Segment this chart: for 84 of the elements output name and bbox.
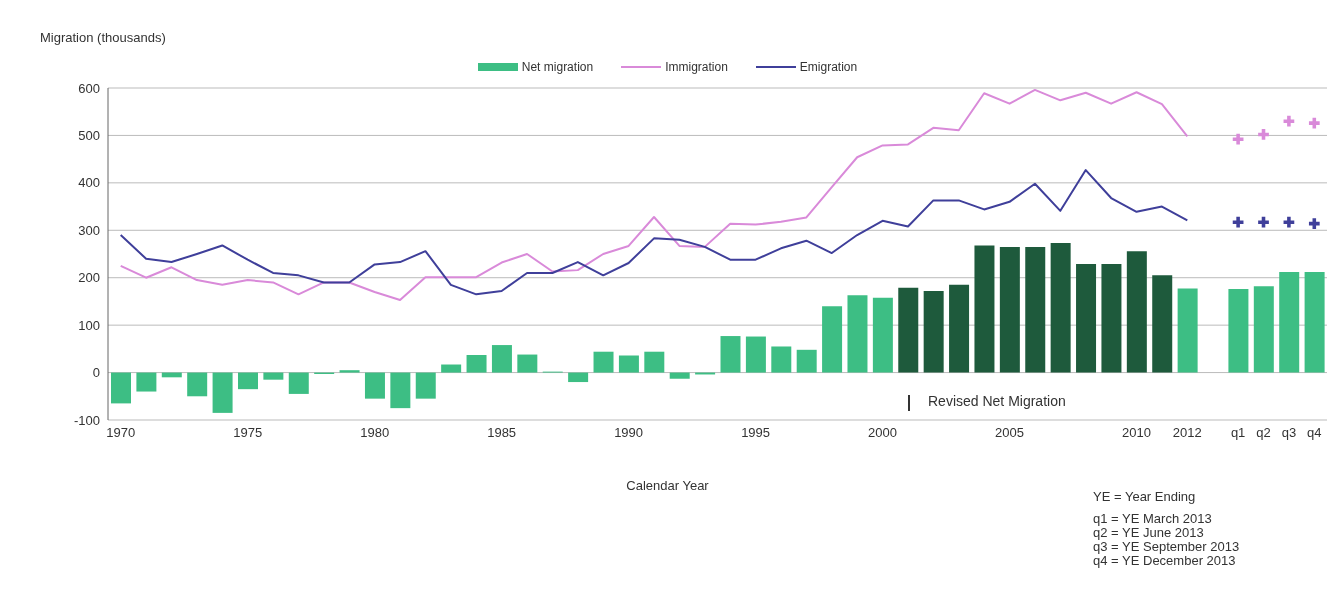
bar	[136, 372, 157, 392]
bar	[187, 372, 208, 397]
x-tick-label: 1975	[233, 425, 263, 441]
line-series	[119, 88, 1189, 302]
bar	[466, 355, 487, 373]
x-tick-label: q3	[1281, 425, 1297, 441]
text: q2 = YE June 2013	[1093, 525, 1205, 540]
x-tick-label: q2	[1256, 425, 1271, 441]
bar	[974, 245, 995, 373]
bar	[669, 372, 690, 379]
bar	[263, 372, 284, 380]
bar	[111, 372, 131, 404]
bar	[1050, 243, 1071, 373]
y-tick-label: 400	[78, 175, 100, 191]
x-tick-label: 1970	[106, 425, 136, 441]
bar	[822, 306, 843, 373]
bar	[1177, 288, 1198, 373]
y-tick-label: -100	[73, 412, 100, 428]
bar	[1279, 272, 1300, 373]
x-axis-title: Calendar Year	[626, 478, 709, 493]
x-tick-label: 2005	[995, 425, 1025, 441]
x-tick-label: q4	[1307, 425, 1322, 441]
bar	[288, 372, 309, 394]
bar	[568, 372, 589, 383]
bar	[923, 290, 944, 373]
text: q4 = YE December 2013	[1093, 553, 1237, 568]
bar	[771, 346, 792, 373]
bar	[720, 336, 741, 373]
point	[1232, 133, 1244, 145]
point	[1283, 115, 1295, 127]
x-tick-label: 1995	[741, 425, 771, 441]
bar	[1025, 246, 1046, 373]
bar	[593, 351, 614, 373]
bar	[1076, 263, 1097, 373]
x-tick-label: q1	[1230, 425, 1246, 441]
line-series	[119, 169, 1189, 296]
y-tick-label: 100	[78, 317, 100, 333]
bar	[1253, 286, 1274, 373]
x-tick-label: 1990	[614, 425, 644, 441]
point	[1232, 216, 1244, 228]
bar	[1304, 272, 1325, 373]
bar	[872, 297, 893, 373]
y-tick-label: 200	[78, 270, 100, 286]
bar	[618, 355, 639, 373]
text: q3 = YE September 2013	[1093, 539, 1240, 554]
bar	[1126, 251, 1147, 373]
text: YE = Year Ending	[1093, 489, 1197, 504]
y-tick-label: 600	[78, 80, 100, 96]
bar	[1152, 275, 1173, 373]
legend-label: Net migration	[521, 60, 594, 74]
bar	[644, 351, 665, 373]
legend-label: Immigration	[665, 60, 728, 74]
bar	[847, 295, 868, 373]
point	[1283, 216, 1295, 228]
x-tick-label: 1985	[487, 425, 517, 441]
bar	[390, 372, 411, 409]
y-axis-title: Migration (thousands)	[40, 30, 166, 45]
y-tick-label: 500	[78, 128, 100, 144]
point	[1258, 216, 1269, 228]
bar	[1101, 263, 1122, 373]
bar	[745, 336, 766, 373]
bar	[364, 372, 385, 399]
x-tick-label: 2000	[868, 425, 898, 441]
bar	[237, 372, 258, 390]
bar	[491, 345, 512, 373]
x-tick-label: 2012	[1172, 425, 1202, 441]
bar	[999, 246, 1020, 373]
x-tick-label: 2010	[1122, 425, 1151, 441]
point	[1308, 117, 1320, 129]
legend-label: Emigration	[799, 60, 858, 74]
x-tick-label: 1980	[360, 425, 390, 441]
bar	[339, 370, 360, 373]
bar	[796, 349, 817, 373]
bar	[415, 372, 436, 399]
y-tick-label: 0	[92, 365, 100, 381]
bar	[949, 284, 970, 373]
bar	[1228, 289, 1249, 373]
y-tick-label: 300	[78, 222, 100, 238]
bar	[441, 364, 462, 373]
bar	[898, 287, 919, 373]
bar	[517, 354, 538, 373]
bar	[212, 372, 233, 413]
annotation: Revised Net Migration	[928, 393, 1066, 409]
text: q1 = YE March 2013	[1093, 511, 1213, 526]
